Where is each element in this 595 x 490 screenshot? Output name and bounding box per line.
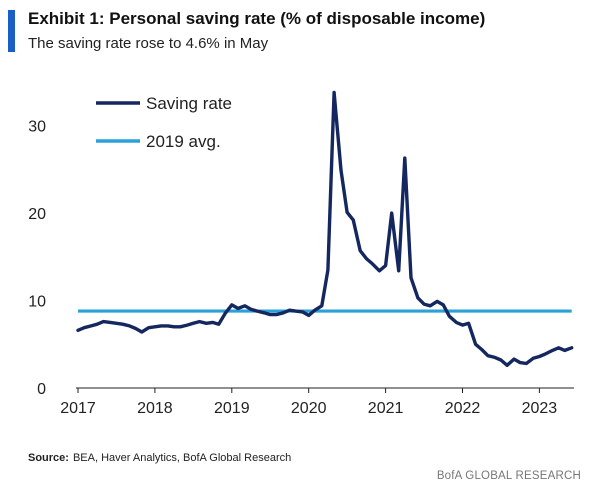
x-tick-label: 2022 [445,400,481,417]
x-tick-label: 2023 [522,400,558,417]
legend-saving-rate-label: Saving rate [146,94,232,113]
y-tick-label: 10 [28,294,46,311]
chart-title: Exhibit 1: Personal saving rate (% of di… [28,9,486,28]
legend-2019-avg-label: 2019 avg. [146,132,221,151]
title-accent-bar [8,10,15,52]
x-tick-label: 2018 [137,400,173,417]
y-tick-label: 0 [37,381,46,398]
chart-axes: 2017 2018 2019 2020 2021 2022 2023 0 10 20 30 [28,119,574,417]
x-tick-label: 2019 [214,400,250,417]
y-tick-label: 30 [28,119,46,136]
source-note: Source: BEA, Haver Analytics, BofA Global… [28,452,291,464]
source-text: BEA, Haver Analytics, BofA Global Resear… [72,452,292,464]
x-tick-label: 2021 [368,400,404,417]
y-tick-label: 20 [28,206,46,223]
series-layer [76,90,574,367]
x-tick-label: 2020 [291,400,327,417]
chart-subtitle: The saving rate rose to 4.6% in May [28,35,269,52]
saving-rate-line [76,90,574,367]
x-tick-label: 2017 [60,400,96,417]
brand-footer: BofA GLOBAL RESEARCH [436,470,581,482]
source-label: Source: [28,452,69,464]
chart-legend: Saving rate 2019 avg. [96,94,232,151]
